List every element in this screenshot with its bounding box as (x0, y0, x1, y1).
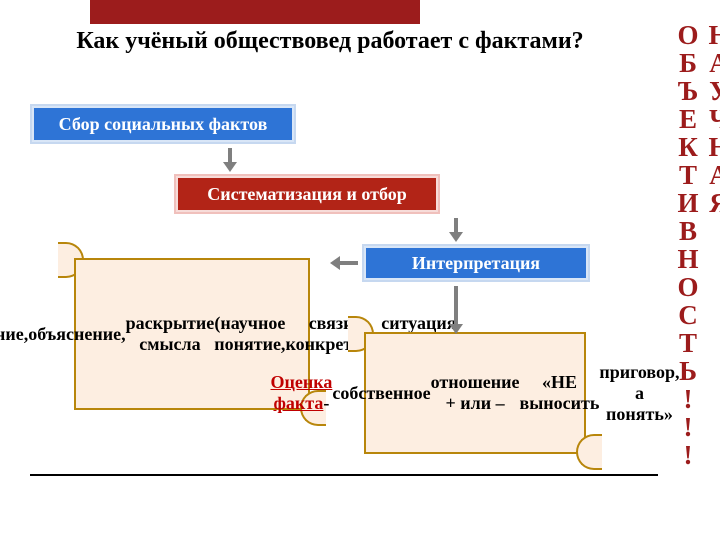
box-systematization: Систематизация и отбор (174, 174, 440, 214)
vertical-label: НАУЧНАЯ ОБЪЕКТИВНОСТЬ!!! (672, 20, 720, 540)
top-bar (90, 0, 420, 24)
page-title: Как учёный обществовед работает с фактам… (0, 28, 660, 55)
scroll-evaluation: Оценка факта-собственноеотношение + или … (352, 318, 598, 468)
bottom-rule (30, 474, 658, 476)
box-collection-label: Сбор социальных фактов (32, 106, 294, 142)
box-interpretation: Интерпретация (362, 244, 590, 282)
scroll-curl-icon (576, 434, 602, 470)
box-interpretation-label: Интерпретация (364, 246, 588, 280)
box-systematization-label: Систематизация и отбор (176, 176, 438, 212)
scroll-evaluation-body: Оценка факта-собственноеотношение + или … (364, 332, 586, 454)
box-collection: Сбор социальных фактов (30, 104, 296, 144)
